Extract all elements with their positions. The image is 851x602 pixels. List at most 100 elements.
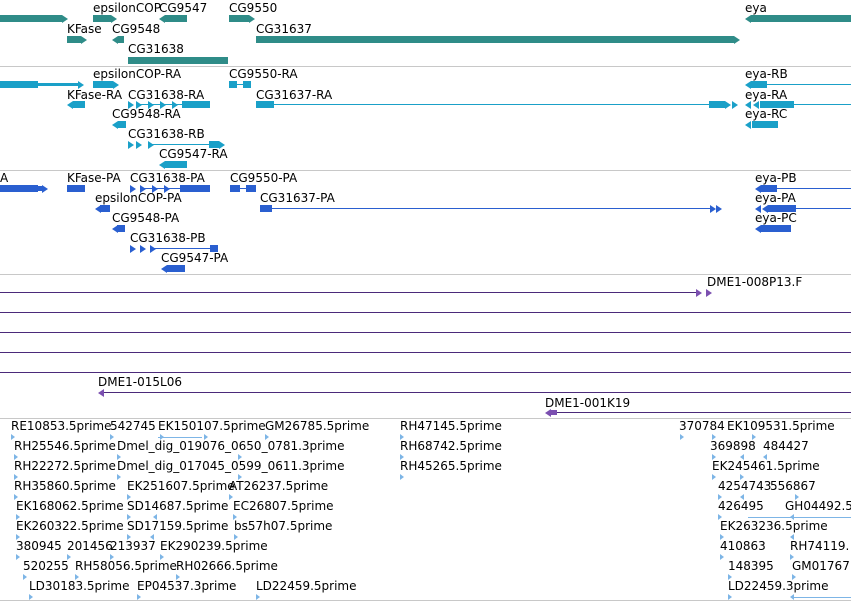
gene-feature[interactable] [67,36,81,43]
transcript-feature[interactable] [209,141,219,148]
protein-label[interactable]: eya-PA [755,191,796,205]
transcript-label[interactable]: eya-RC [745,107,788,121]
est-label[interactable]: 369898 [710,439,756,453]
protein-label[interactable]: eya-PB [755,171,797,185]
protein-feature[interactable] [167,265,185,272]
gene-feature[interactable] [93,15,111,22]
est-label[interactable]: EK251607.5prime [127,479,235,493]
protein-feature[interactable] [210,245,218,252]
transcript-label[interactable]: eya-RA [745,88,788,102]
transcript-feature[interactable] [182,101,210,108]
transcript-feature[interactable] [93,81,113,88]
est-label[interactable]: 484427 [763,439,809,453]
est-label[interactable]: GM01767 [792,559,850,573]
est-label[interactable]: RH74119. [790,539,850,553]
est-label[interactable]: RH22272.5prime [14,459,116,473]
gene-label[interactable]: CG31637 [256,22,312,36]
est-label[interactable]: EK245461.5prime [712,459,820,473]
est-label[interactable]: 520255 [23,559,69,573]
est-label[interactable]: SD17159.5prime [127,519,229,533]
protein-label[interactable]: A [0,171,9,185]
est-label[interactable]: 213937 [110,539,156,553]
protein-feature[interactable] [38,186,42,191]
est-label[interactable]: 426495 [718,499,764,513]
est-label[interactable]: RH25546.5prime [14,439,116,453]
gene-feature[interactable] [128,57,228,64]
protein-feature[interactable] [768,205,796,212]
est-label[interactable]: LD22459.5prime [256,579,357,593]
protein-label[interactable]: eya-PC [755,211,797,225]
est-label[interactable]: EP04537.3prime [137,579,237,593]
transcript-feature[interactable] [751,81,767,88]
est-label[interactable]: EK168062.5prime [16,499,124,513]
est-label[interactable]: 4254743 [718,479,772,493]
est-label[interactable]: GM26785.5prime [265,419,370,433]
transcript-label[interactable]: CG9548-RA [112,107,181,121]
protein-feature[interactable] [117,225,125,232]
transcript-feature[interactable] [760,101,794,108]
transcript-label[interactable]: CG9547-RA [159,147,228,161]
gene-feature[interactable] [229,15,249,22]
protein-feature[interactable] [260,205,272,212]
est-label[interactable]: EK263236.5prime [720,519,828,533]
est-label[interactable]: Dmel_dig_019076_0650_0781.3prime [117,439,345,453]
gene-feature[interactable] [165,15,187,22]
est-label[interactable]: RH02666.5prime [176,559,278,573]
gene-feature[interactable] [256,36,734,43]
est-label[interactable]: AT26237.5prime [229,479,329,493]
est-label[interactable]: 542745 [110,419,156,433]
est-label[interactable]: 410863 [720,539,766,553]
transcript-label[interactable]: epsilonCOP-RA [93,67,182,81]
est-label[interactable]: EK290239.5prime [160,539,268,553]
transcript-feature[interactable] [243,81,251,88]
transcript-label[interactable]: CG9550-RA [229,67,298,81]
protein-feature[interactable] [761,185,777,192]
protein-label[interactable]: CG31638-PA [130,171,205,185]
transcript-feature[interactable] [709,101,725,108]
protein-feature[interactable] [180,185,210,192]
est-label[interactable]: GH04492.5 [785,499,851,513]
protein-label[interactable]: CG9547-PA [161,251,229,265]
gene-label[interactable]: CG31638 [128,42,184,56]
est-label[interactable]: RH47145.5prime [400,419,502,433]
transcript-label[interactable]: CG31638-RB [128,127,205,141]
est-label[interactable]: RH58056.5prime [75,559,177,573]
gene-label[interactable]: epsilonCOP [93,1,161,15]
clone-label[interactable]: DME1-008P13.F [707,275,803,289]
protein-feature[interactable] [246,185,256,192]
transcript-feature[interactable] [118,121,126,128]
gene-label[interactable]: CG9550 [229,1,278,15]
est-label[interactable]: EK109531.5prime [727,419,835,433]
transcript-feature[interactable] [73,101,85,108]
protein-label[interactable]: CG9548-PA [112,211,180,225]
est-label[interactable]: EC26807.5prime [233,499,334,513]
est-label[interactable]: EK150107.5prime [158,419,266,433]
protein-label[interactable]: epsilonCOP-PA [95,191,182,205]
gene-label[interactable]: KFase [67,22,102,36]
est-label[interactable]: SD14687.5prime [127,499,229,513]
protein-label[interactable]: CG9550-PA [230,171,298,185]
est-label[interactable]: 556867 [770,479,816,493]
est-label[interactable]: RE10853.5prime [11,419,112,433]
transcript-feature[interactable] [229,81,237,88]
gene-label[interactable]: CG9547 [159,1,208,15]
clone-label[interactable]: DME1-001K19 [545,396,631,410]
protein-feature[interactable] [761,225,791,232]
protein-feature[interactable] [100,205,110,212]
protein-feature[interactable] [0,185,38,192]
clone-feature[interactable] [551,410,557,415]
transcript-label[interactable]: eya-RB [745,67,788,81]
transcript-feature[interactable] [0,81,38,88]
transcript-feature[interactable] [165,161,187,168]
est-label[interactable]: Dmel_dig_017045_0599_0611.3prime [117,459,345,473]
gene-feature[interactable] [0,15,62,22]
est-label[interactable]: EK260322.5prime [16,519,124,533]
gene-label[interactable]: eya [745,1,767,15]
protein-label[interactable]: CG31637-PA [260,191,335,205]
est-label[interactable]: LD22459.3prime [728,579,829,593]
transcript-label[interactable]: CG31638-RA [128,88,205,102]
est-label[interactable]: RH68742.5prime [400,439,502,453]
transcript-label[interactable]: KFase-RA [67,88,123,102]
transcript-feature[interactable] [38,83,78,86]
est-label[interactable]: 370784 [679,419,725,433]
